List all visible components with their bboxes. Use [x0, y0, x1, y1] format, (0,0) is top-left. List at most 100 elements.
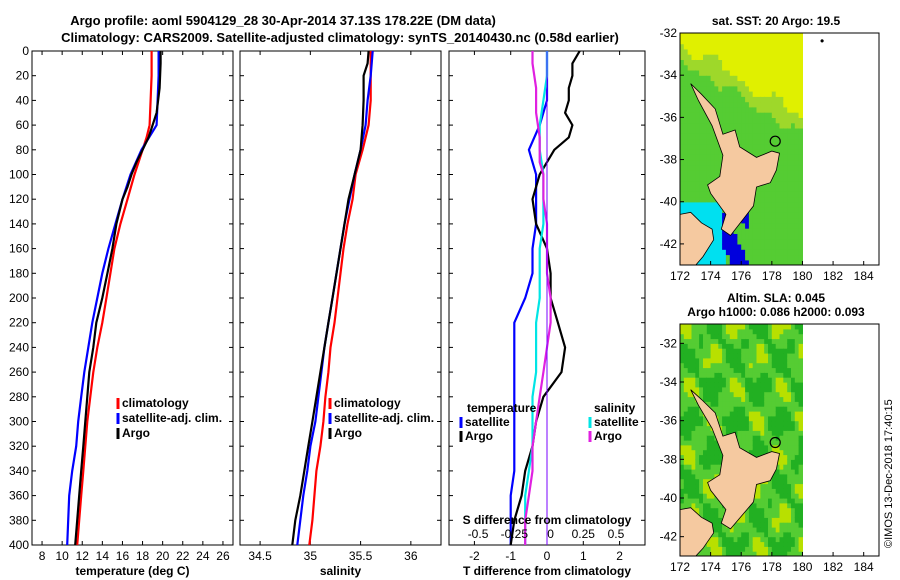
- map-cell: [722, 411, 727, 417]
- map-cell: [798, 259, 803, 265]
- map-cell: [783, 191, 788, 198]
- map-cell: [779, 517, 784, 523]
- map-cell: [714, 454, 719, 460]
- map-cell: [756, 391, 761, 398]
- map-cell: [768, 546, 773, 552]
- map-cell: [787, 59, 792, 66]
- map-cell: [791, 228, 796, 234]
- map-cell: [710, 101, 715, 108]
- map-cell: [787, 507, 792, 514]
- map-cell: [768, 512, 773, 518]
- map-cell: [745, 259, 750, 265]
- map-cell: [760, 498, 765, 504]
- map-cell: [741, 382, 746, 388]
- map-cell: [741, 48, 746, 55]
- map-cell: [756, 43, 761, 50]
- map-cell: [752, 348, 758, 354]
- map-cell: [771, 372, 777, 378]
- map-cell: [695, 143, 700, 150]
- map-cell: [718, 396, 723, 402]
- map-cell: [718, 449, 723, 456]
- map-cell: [718, 333, 723, 340]
- map-cell: [764, 357, 769, 364]
- map-cell: [703, 75, 708, 82]
- map-cell: [691, 488, 696, 494]
- map-cell: [741, 91, 746, 97]
- map-cell: [725, 401, 731, 407]
- map-cell: [798, 498, 803, 504]
- map-cell: [783, 233, 788, 240]
- map-cell: [683, 382, 689, 388]
- map-cell: [760, 59, 765, 66]
- map-cell: [683, 180, 689, 187]
- map-cell: [798, 196, 803, 203]
- map-cell: [703, 473, 708, 480]
- map-cell: [695, 101, 700, 108]
- map-cell: [714, 517, 719, 523]
- map-cell: [798, 112, 803, 118]
- map-cell: [737, 101, 742, 108]
- map-cell: [752, 502, 758, 509]
- map-cell: [733, 101, 738, 108]
- map-cell: [737, 551, 742, 556]
- map-cell: [729, 96, 735, 103]
- map-cell: [722, 38, 727, 45]
- map-cell: [680, 372, 685, 378]
- map-cell: [741, 546, 746, 552]
- map-cell: [756, 212, 761, 219]
- map-cell: [764, 138, 769, 145]
- map-cell: [706, 75, 712, 82]
- map-cell: [695, 159, 700, 166]
- map-cell: [752, 228, 758, 234]
- y-tick-label: 120: [9, 192, 29, 206]
- map-cell: [760, 33, 765, 39]
- map-cell: [779, 91, 784, 97]
- map-cell: [710, 33, 715, 39]
- map-cell: [706, 69, 712, 76]
- map-cell: [775, 488, 781, 494]
- map-cell: [733, 80, 738, 87]
- map-cell: [722, 372, 727, 378]
- map-cell: [680, 91, 685, 97]
- map-cell: [733, 259, 738, 265]
- map-cell: [706, 91, 712, 97]
- map-cell: [725, 377, 731, 383]
- map-cell: [794, 201, 800, 208]
- map-cell: [722, 507, 727, 514]
- map-cell: [783, 391, 788, 398]
- x-axis-label: T difference from climatology: [463, 564, 631, 578]
- map-cell: [718, 80, 723, 87]
- map-cell: [775, 372, 781, 378]
- map-cell: [714, 143, 719, 150]
- map-cell: [775, 449, 781, 456]
- map-cell: [687, 112, 693, 118]
- map-cell: [794, 454, 800, 460]
- map-cell: [764, 80, 769, 87]
- map-cell: [794, 333, 800, 340]
- map-cell: [794, 33, 800, 39]
- map-cell: [760, 488, 765, 494]
- map-cell: [771, 180, 777, 187]
- sla-map-panel: 172 174 176 178 180 182 184-32-34-36-38-40-42A…: [660, 291, 880, 574]
- map-cell: [683, 201, 689, 208]
- map-cell: [722, 64, 727, 71]
- map-cell: [794, 69, 800, 76]
- map-cell: [752, 536, 758, 543]
- map-cell: [703, 362, 708, 369]
- map-cell: [699, 440, 704, 446]
- map-cell: [741, 391, 746, 398]
- map-cell: [768, 415, 773, 422]
- map-cell: [798, 541, 803, 547]
- map-cell: [706, 353, 712, 359]
- map-cell: [787, 243, 792, 250]
- map-cell: [752, 117, 758, 124]
- map-cell: [791, 243, 796, 250]
- map-cell: [783, 406, 788, 412]
- map-cell: [729, 541, 735, 547]
- map-cell: [752, 149, 758, 155]
- map-cell: [745, 440, 750, 446]
- map-cell: [791, 430, 796, 436]
- map-cell: [729, 391, 735, 398]
- map-cell: [741, 101, 746, 108]
- map-cell: [787, 396, 792, 402]
